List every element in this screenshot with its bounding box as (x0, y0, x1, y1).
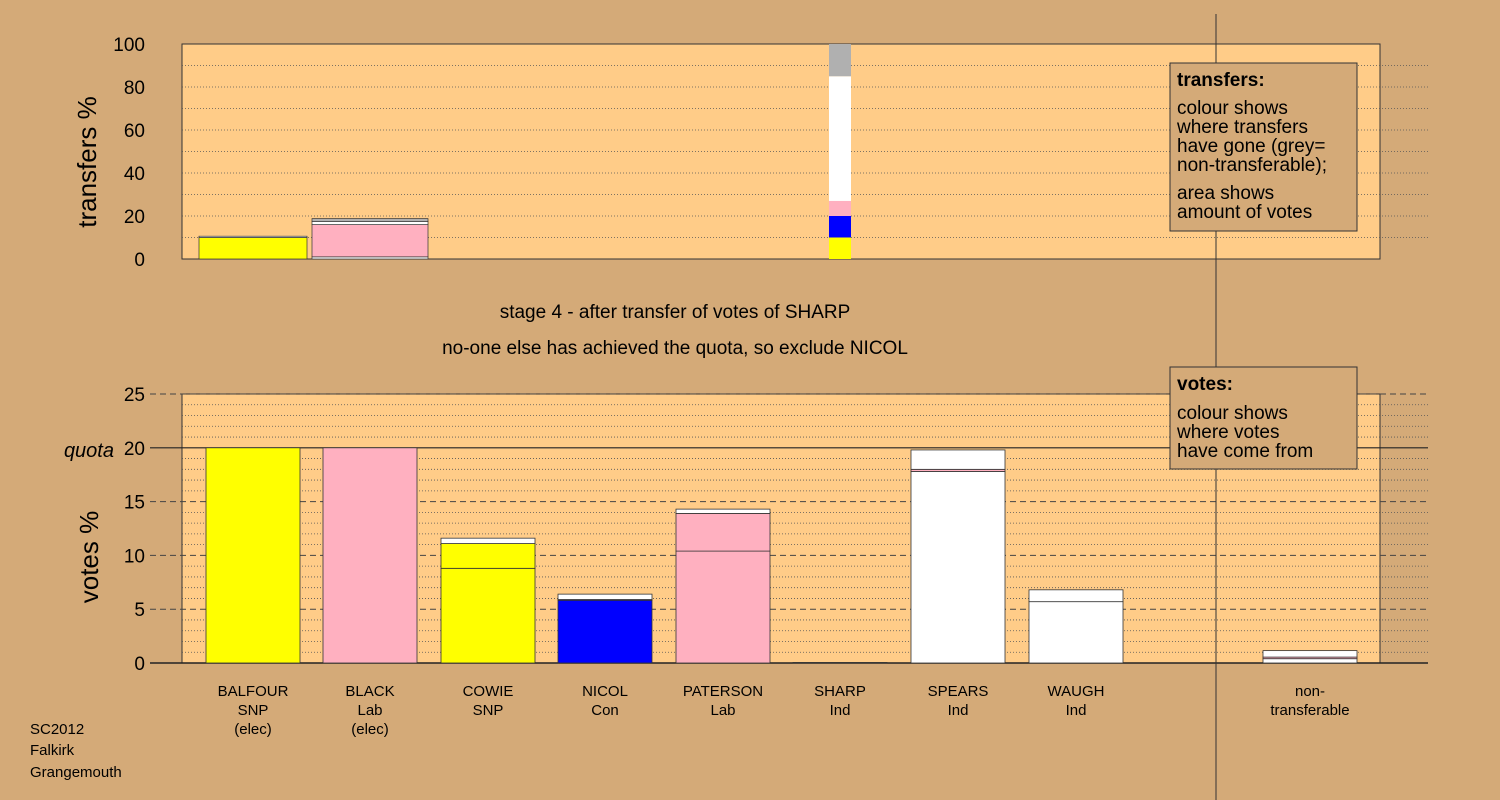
transfer-segment (311, 224, 429, 258)
y-tick-label: 20 (124, 439, 145, 460)
vote-segment (1028, 589, 1124, 603)
transfer-segment (198, 235, 308, 238)
vote-segment (675, 508, 771, 514)
candidate-label: SHARP (814, 683, 866, 700)
candidate-label: SNP (473, 702, 504, 719)
y-tick-label: 80 (124, 78, 145, 99)
transfers-legend-line: have gone (grey= (1177, 136, 1325, 157)
candidate-label: PATERSON (683, 683, 763, 700)
vote-segment (792, 662, 888, 664)
vote-segment (440, 567, 536, 664)
votes-legend-title: votes: (1177, 374, 1233, 395)
votes-legend-line: have come from (1177, 441, 1313, 462)
candidate-label: BALFOUR (218, 683, 289, 700)
candidate-label: COWIE (463, 683, 514, 700)
vote-segment (1262, 658, 1358, 664)
y-tick-label: 5 (134, 600, 145, 621)
candidate-label: non- (1295, 683, 1325, 700)
transfers-legend-line: amount of votes (1177, 202, 1312, 223)
candidate-label: transferable (1270, 702, 1349, 719)
vote-segment (322, 447, 418, 664)
candidate-label: (elec) (351, 721, 389, 738)
votes-bars (205, 447, 1358, 664)
votes-legend: votes: colour shows where votes have com… (1169, 366, 1358, 470)
y-tick-label: 0 (134, 250, 145, 271)
vote-segment (910, 449, 1006, 470)
transfer-segment (311, 218, 429, 222)
y-tick-label: 60 (124, 121, 145, 142)
y-tick-label: 10 (124, 546, 145, 567)
votes-legend-line: where votes (1176, 422, 1279, 443)
transfers-legend: transfers: colour shows where transfers … (1169, 62, 1358, 232)
quota-label: quota (64, 440, 114, 462)
transfer-segment (311, 221, 429, 225)
transfers-legend-line: colour shows (1177, 98, 1288, 119)
candidate-label: Lab (710, 702, 735, 719)
y-tick-label: 25 (124, 385, 145, 406)
y-tick-label: 20 (124, 207, 145, 228)
candidate-label: Lab (357, 702, 382, 719)
vote-segment (675, 513, 771, 552)
y-tick-label: 15 (124, 493, 145, 514)
transfers-legend-box (1169, 62, 1358, 232)
footer-line: Grangemouth (30, 764, 122, 781)
stage-subtitle: no-one else has achieved the quota, so e… (442, 338, 908, 359)
transfers-y-axis-title: transfers % (72, 96, 102, 228)
candidate-label: Ind (948, 702, 969, 719)
vote-segment (910, 471, 1006, 664)
transfer-segment (198, 237, 308, 260)
stage-title: stage 4 - after transfer of votes of SHA… (500, 302, 851, 323)
vote-segment (675, 550, 771, 664)
footer-line: SC2012 (30, 721, 84, 738)
transfers-legend-line: non-transferable); (1177, 155, 1327, 176)
votes-y-axis-title: votes % (74, 511, 104, 604)
transfer-segment (829, 216, 851, 238)
vote-segment (440, 537, 536, 544)
y-tick-label: 100 (113, 35, 145, 56)
footer-line: Falkirk (30, 742, 75, 759)
candidate-label: (elec) (234, 721, 272, 738)
transfers-y-ticks: 0 20 40 60 80 100 (113, 35, 145, 271)
votes-legend-line: colour shows (1177, 403, 1288, 424)
transfer-segment (829, 76, 851, 201)
vote-segment (205, 447, 301, 664)
vote-segment (1028, 601, 1124, 664)
candidate-label: Ind (1066, 702, 1087, 719)
votes-legend-box (1169, 366, 1358, 470)
candidate-label: Con (591, 702, 619, 719)
transfers-bars (198, 44, 851, 260)
transfer-segment (829, 44, 851, 77)
candidate-label: Ind (830, 702, 851, 719)
transfers-legend-title: transfers: (1177, 70, 1265, 91)
candidate-labels: BALFOUR SNP (elec) BLACK Lab (elec) COWIE SNP NI… (218, 683, 1350, 738)
y-tick-label: 0 (134, 654, 145, 675)
vote-segment (557, 593, 653, 600)
transfers-legend-line: area shows (1177, 183, 1274, 204)
candidate-label: SNP (238, 702, 269, 719)
candidate-label: SPEARS (928, 683, 989, 700)
candidate-label: WAUGH (1048, 683, 1105, 700)
vote-segment (557, 600, 653, 664)
vote-segment (440, 543, 536, 569)
candidate-label: NICOL (582, 683, 628, 700)
candidate-label: BLACK (345, 683, 394, 700)
transfer-segment (829, 200, 851, 216)
transfers-legend-line: where transfers (1176, 117, 1308, 138)
votes-y-ticks: 0 5 10 15 20 25 (124, 385, 145, 675)
y-tick-label: 40 (124, 164, 145, 185)
vote-segment (1262, 650, 1358, 658)
transfer-segment (829, 237, 851, 259)
